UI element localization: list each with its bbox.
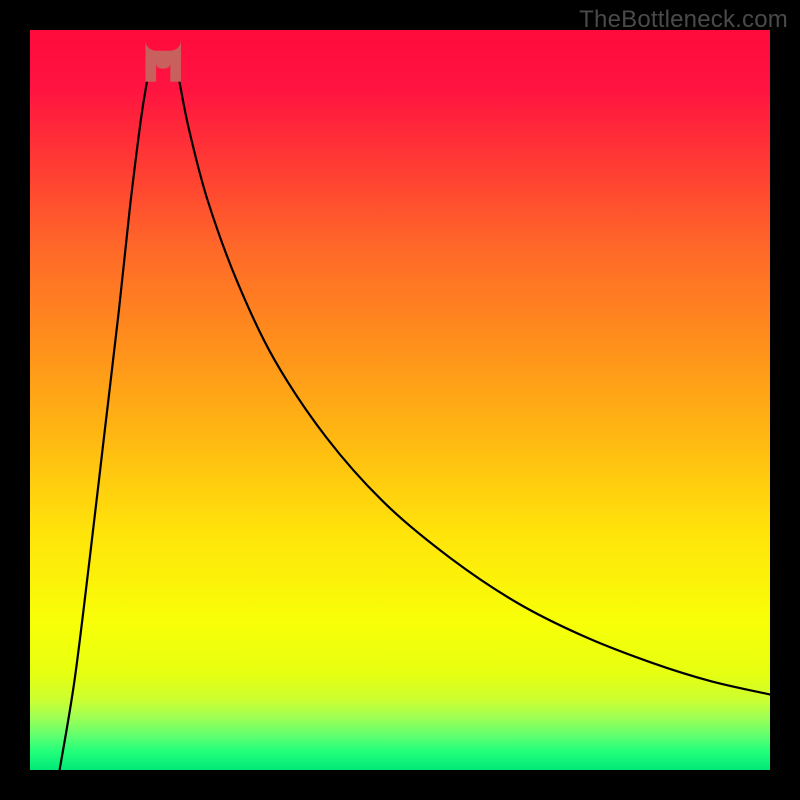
bottleneck-chart-container: TheBottleneck.com	[0, 0, 800, 800]
bottleneck-chart-svg	[0, 0, 800, 800]
chart-gradient-background	[30, 30, 770, 770]
